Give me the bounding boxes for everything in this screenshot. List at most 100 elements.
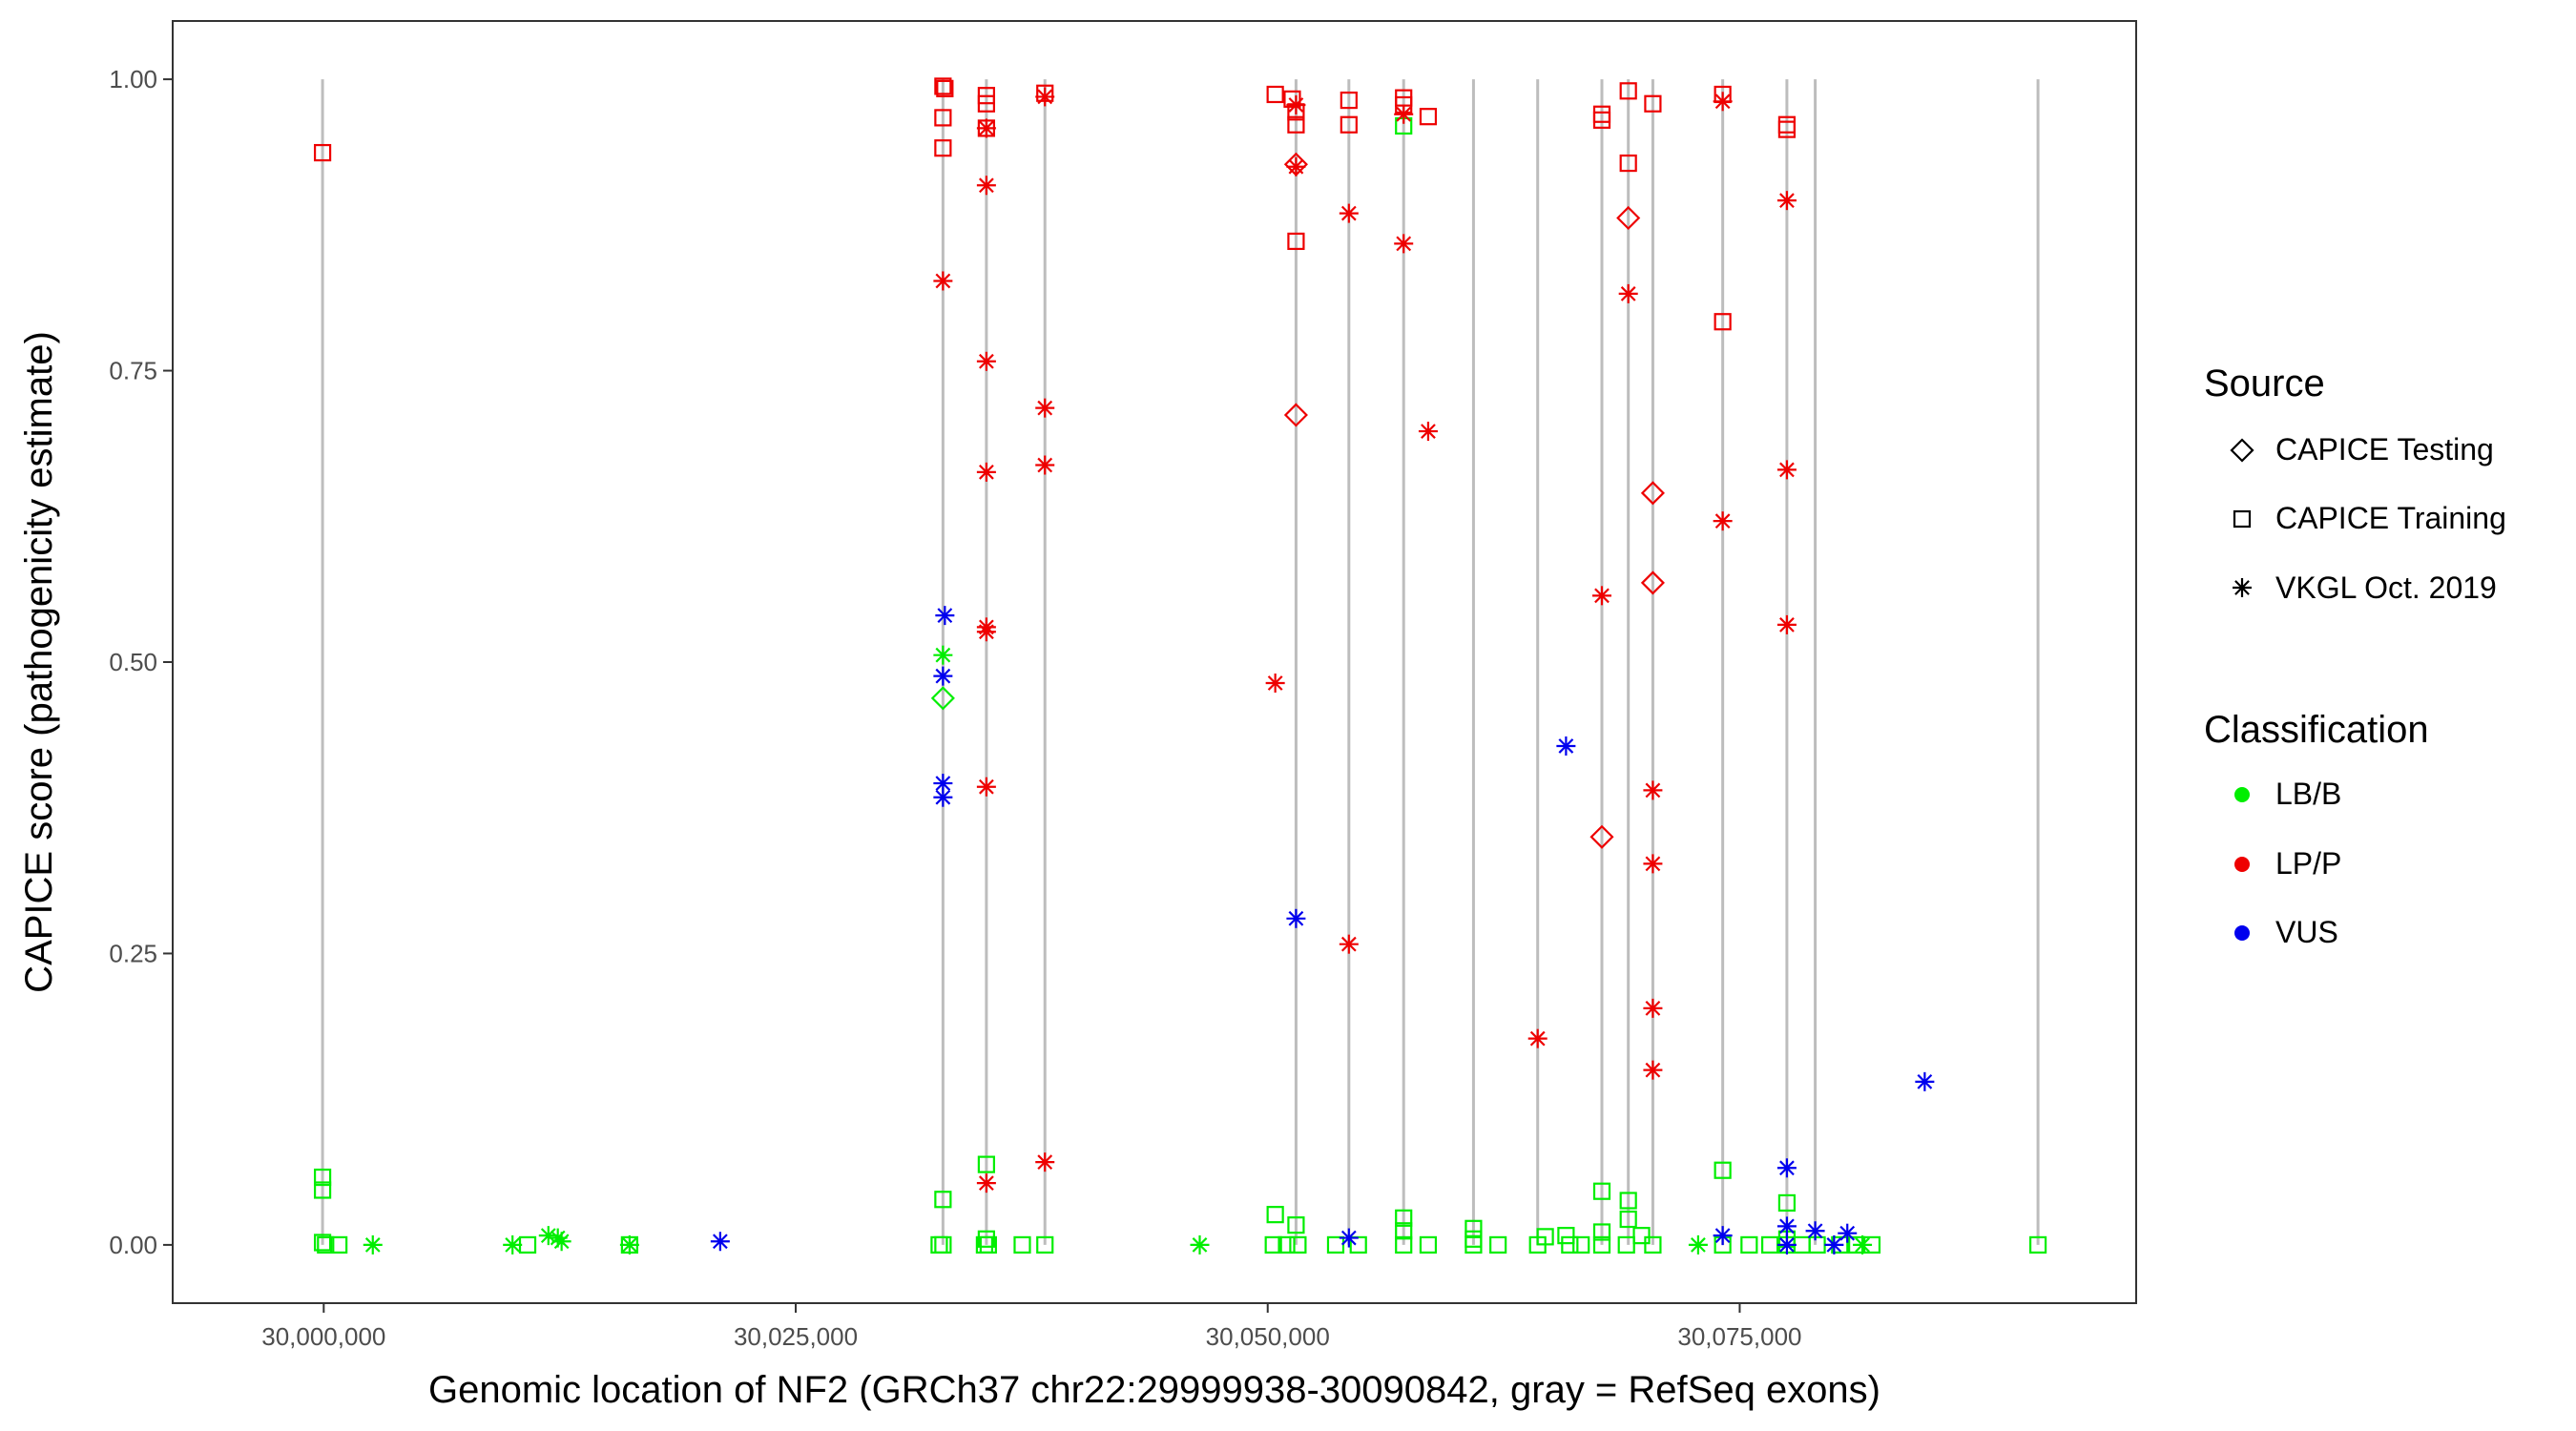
point-asterisk-40 [1643,780,1663,800]
point-asterisk-41 [1643,854,1663,874]
legend-title-classification: Classification [2204,709,2429,751]
point-asterisk-20 [976,1173,996,1193]
point-asterisk-45 [1713,511,1733,531]
point-square-44 [1395,1222,1413,1240]
point-asterisk-37 [1556,736,1576,756]
point-square-61 [1619,82,1637,100]
point-square-12 [934,1191,952,1209]
point-asterisk-22 [1035,398,1055,418]
point-square-35 [1340,91,1358,110]
point-asterisk-56 [1838,1223,1858,1243]
point-square-11 [934,139,952,157]
point-asterisk-27 [1286,94,1306,114]
legend-label-capice-testing: CAPICE Testing [2275,432,2494,467]
point-asterisk-4 [551,1232,571,1252]
point-asterisk-26 [1265,673,1285,693]
legend-key-asterisk [2233,578,2252,597]
point-square-9 [936,79,954,97]
point-asterisk-33 [1394,104,1414,124]
point-asterisk-0 [363,1234,383,1255]
point-diamond-6 [1640,570,1665,595]
point-asterisk-32 [1339,1228,1359,1248]
point-asterisk-19 [976,777,996,797]
point-square-57 [1592,111,1611,129]
point-asterisk-36 [1527,1028,1548,1048]
point-square-45 [1395,1235,1413,1255]
point-asterisk-48 [1776,460,1797,480]
x-tick-label-0: 30,000,000 [261,1322,385,1351]
legend-label-capice-training: CAPICE Training [2275,501,2506,535]
point-square-21 [979,1235,997,1255]
legend-label-vus: VUS [2275,915,2338,949]
legend-key-dot-0 [2234,787,2250,802]
point-asterisk-8 [933,645,953,665]
y-tick-label-3: 0.75 [109,357,157,385]
point-square-58 [1592,1182,1611,1200]
point-square-49 [1465,1235,1483,1255]
point-diamond-5 [1640,481,1665,506]
point-square-19 [977,1230,995,1248]
point-asterisk-31 [1339,934,1359,954]
point-asterisk-7 [933,271,953,291]
point-square-52 [1536,1228,1554,1246]
legend-source-keys [2230,438,2254,597]
point-square-85 [2029,1235,2047,1255]
x-axis-title: Genomic location of NF2 (GRCh37 chr22:29… [428,1369,1880,1411]
point-asterisk-18 [976,622,996,642]
point-asterisk-43 [1643,1060,1663,1080]
point-asterisk-25 [1190,1234,1210,1255]
point-square-55 [1572,1235,1590,1255]
point-asterisk-12 [933,787,953,807]
x-tick-label-1: 30,025,000 [734,1322,858,1351]
legend-class-keys [2234,787,2250,941]
point-square-73 [1740,1235,1758,1255]
point-square-18 [977,1155,995,1173]
point-asterisk-57 [1853,1234,1873,1255]
point-square-22 [1013,1235,1031,1255]
point-diamond-1 [1283,403,1308,427]
point-asterisk-24 [1035,1152,1055,1172]
point-square-42 [1419,108,1438,126]
point-square-36 [1340,115,1358,134]
legend-title-source: Source [2204,363,2325,404]
legend-label-vkgl: VKGL Oct. 2019 [2275,570,2497,605]
point-square-29 [1287,232,1305,251]
point-square-70 [1714,313,1732,331]
legend-key-diamond [2230,438,2254,463]
point-diamond-4 [1616,205,1641,231]
y-axis-title: CAPICE score (pathogenicity estimate) [18,331,60,993]
point-asterisk-47 [1776,191,1797,211]
point-square-53 [1557,1227,1575,1245]
point-square-1 [313,1168,332,1187]
point-square-0 [313,143,332,162]
point-square-66 [1632,1227,1651,1245]
point-asterisk-30 [1339,203,1359,223]
point-square-8 [934,77,952,95]
point-asterisk-29 [1286,908,1306,928]
point-asterisk-9 [935,606,955,626]
y-tick-label-4: 1.00 [109,65,157,93]
point-square-62 [1619,154,1637,173]
point-asterisk-38 [1591,586,1611,606]
point-asterisk-2 [538,1226,558,1246]
point-asterisk-15 [976,351,996,371]
legend-key-square [2233,509,2252,529]
point-square-47 [1465,1219,1483,1237]
point-square-31 [1287,1216,1305,1234]
point-square-25 [1266,85,1284,104]
axes: 0.00 0.25 0.50 0.75 1.00 30,000,000 30,025,000… [109,65,1801,1351]
y-tick-label-1: 0.25 [109,939,157,967]
point-square-24 [1036,1235,1054,1255]
point-square-16 [977,94,995,113]
point-square-46 [1419,1235,1438,1255]
point-asterisk-14 [976,176,996,196]
y-tick-label-2: 0.50 [109,648,157,676]
legend: Source CAPICE Testing CAPICE Training VK… [2204,363,2506,949]
legend-label-lpp: LP/P [2275,846,2341,881]
point-square-33 [1278,1235,1296,1255]
point-square-28 [1287,115,1305,134]
point-square-54 [1561,1235,1579,1255]
data-points [313,77,2047,1255]
